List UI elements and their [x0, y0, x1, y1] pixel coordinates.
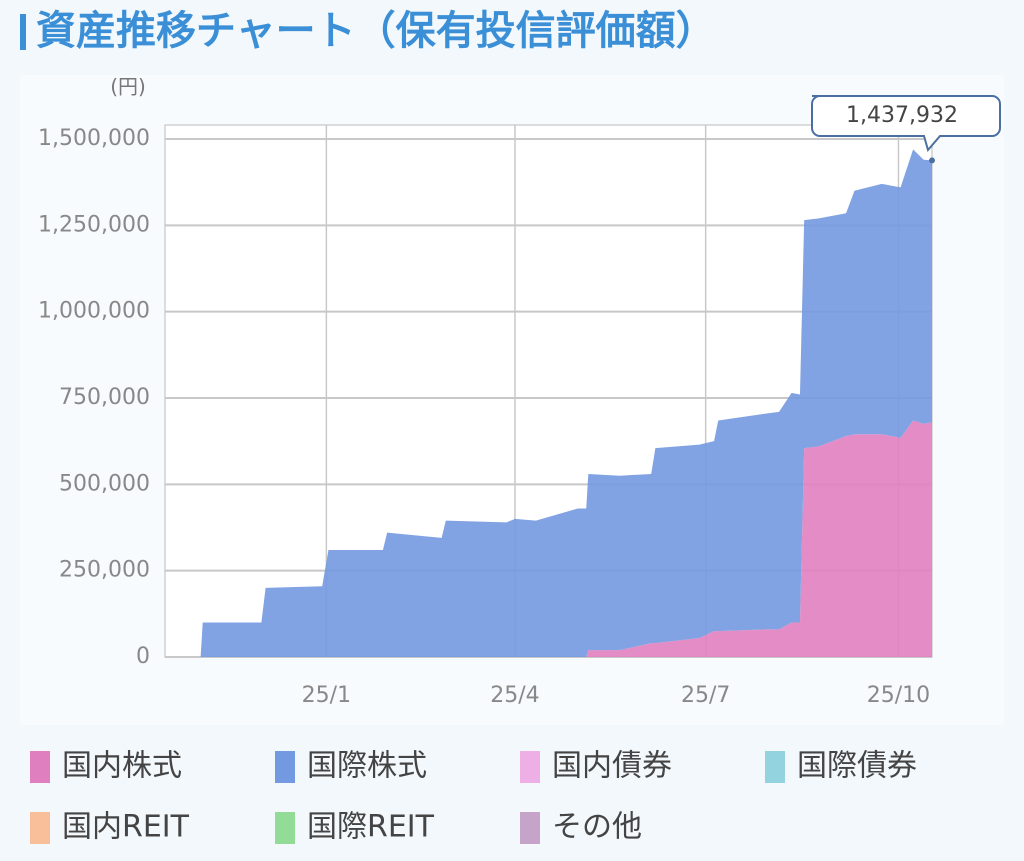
legend-swatch — [520, 751, 540, 783]
y-tick-label: 1,000,000 — [38, 299, 150, 324]
legend-swatch — [275, 812, 295, 844]
legend-label: 国際株式 — [307, 749, 427, 784]
y-tick-label: 1,250,000 — [38, 212, 150, 237]
legend-label: 国際債券 — [797, 749, 917, 784]
legend-swatch — [765, 751, 785, 783]
x-tick-label: 25/10 — [867, 683, 930, 708]
x-tick-label: 25/7 — [681, 683, 730, 708]
y-tick-label: 750,000 — [59, 385, 150, 410]
legend-label: 国際REIT — [307, 810, 435, 845]
y-tick-label: 0 — [136, 644, 150, 669]
callout-box — [811, 95, 1001, 153]
title-bar — [20, 14, 26, 50]
legend-label: 国内株式 — [62, 749, 182, 784]
legend-swatch — [30, 751, 50, 783]
area — [200, 149, 933, 658]
x-tick-label: 25/4 — [490, 683, 539, 708]
y-tick-label: 1,500,000 — [38, 126, 150, 151]
legend-swatch — [275, 751, 295, 783]
area — [200, 420, 933, 657]
callout-label: 1,437,932 — [846, 103, 958, 128]
legend-label: 国内REIT — [62, 810, 190, 845]
y-tick-label: 500,000 — [59, 471, 150, 496]
legend-swatch — [30, 812, 50, 844]
x-tick-label: 25/1 — [302, 683, 351, 708]
legend-label: 国内債券 — [552, 749, 672, 784]
legend-label: その他 — [552, 810, 642, 845]
chart-title: 資産推移チャート（保有投信評価額） — [36, 8, 716, 54]
callout-point — [929, 157, 935, 164]
y-unit: (円) — [110, 75, 146, 99]
legend-swatch — [520, 812, 540, 844]
y-tick-label: 250,000 — [59, 558, 150, 583]
